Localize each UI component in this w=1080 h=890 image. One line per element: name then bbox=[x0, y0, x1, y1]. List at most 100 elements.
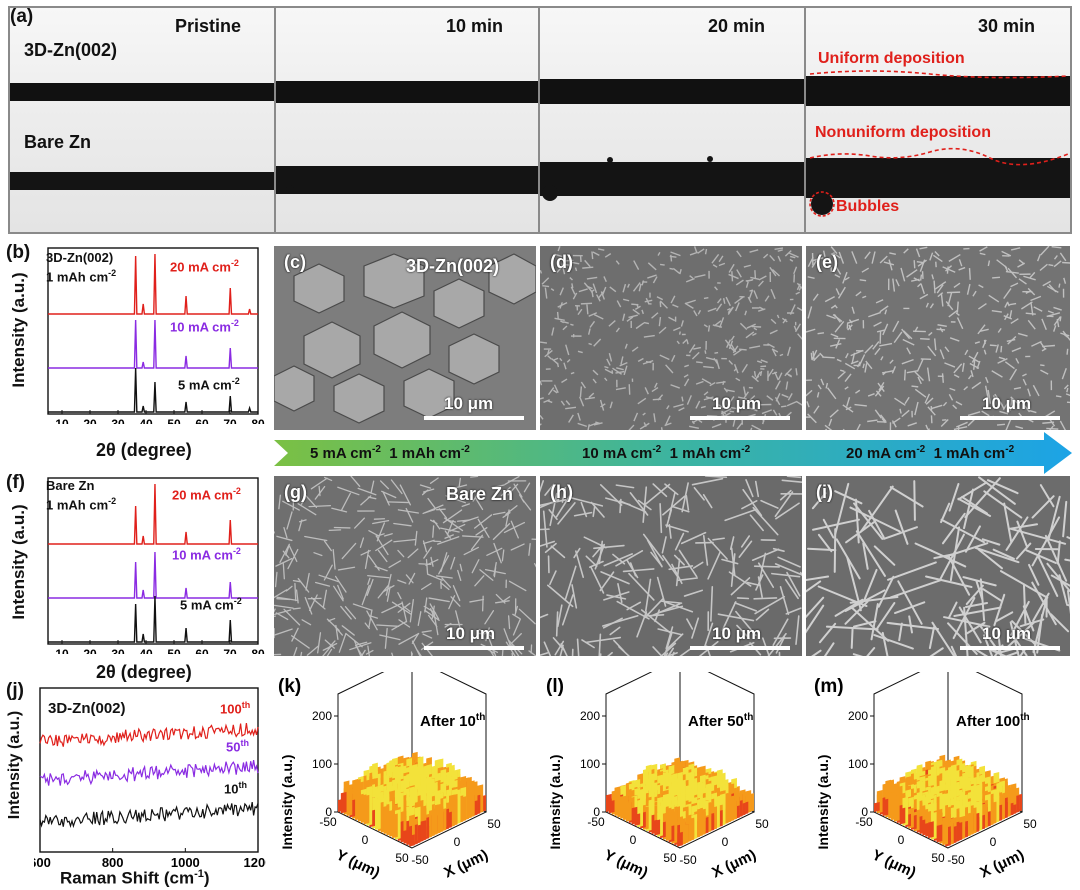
raman-plot-frame bbox=[39, 687, 259, 853]
scale-bar-d bbox=[690, 416, 790, 420]
xrd-f-sample: Bare Zn bbox=[46, 478, 95, 493]
map-ytick-label: 0 bbox=[630, 833, 637, 847]
map-ylabel: Y (μm) bbox=[601, 846, 650, 881]
map-title: After 10th bbox=[420, 712, 485, 730]
xrd-series-line bbox=[48, 319, 258, 369]
xrd-series-line bbox=[48, 483, 258, 545]
xrd-xtick-label: 10 bbox=[55, 647, 69, 654]
map3d-l: 0 100 200 Intensity (a.u.) -50 -50 0 0 50 50 Y (μm… bbox=[540, 657, 810, 886]
xrd-xtick-label: 20 bbox=[83, 647, 97, 654]
map-zlabel: Intensity (a.u.) bbox=[547, 755, 563, 850]
raman-xtick-label: 600 bbox=[34, 855, 51, 868]
xrd-chart-f: 10 20 30 40 50 60 70 80 bbox=[47, 477, 265, 654]
map-xtick-label: -50 bbox=[411, 853, 429, 867]
map3d-m: 0 100 200 Intensity (a.u.) -50 -50 0 0 50 50 Y (μm… bbox=[808, 657, 1078, 886]
map-ztick-label: 100 bbox=[312, 757, 332, 771]
raman-series-line bbox=[39, 723, 259, 747]
map-ztick-label: 0 bbox=[861, 805, 868, 819]
map-xtick-label: 0 bbox=[990, 835, 997, 849]
xrd-series-line bbox=[48, 595, 258, 643]
sem-i-label: (i) bbox=[816, 482, 833, 502]
xrd-xtick-label: 80 bbox=[251, 647, 265, 654]
sem-g-label: (g) bbox=[284, 482, 307, 502]
time-label-20min: 20 min bbox=[708, 16, 766, 36]
map-xlabel: X (μm) bbox=[977, 846, 1026, 881]
ylabel-b: Intensity (a.u.) bbox=[9, 272, 28, 388]
sem-image-e: (e) 10 μm bbox=[806, 246, 1070, 430]
xrd-f-xlabel: 2θ (degree) bbox=[96, 662, 192, 682]
rate-arrow bbox=[274, 432, 1072, 474]
scale-text-c: 10 μm bbox=[444, 394, 494, 413]
raman-chart: 600 800 1000 1200 bbox=[34, 687, 266, 868]
map-ytick-label: -50 bbox=[855, 815, 873, 829]
scale-bar-i bbox=[960, 646, 1060, 650]
raman-xtick-label: 1200 bbox=[244, 855, 266, 868]
arrow-label-20: 20 mA cm-2 1 mAh cm-2 bbox=[846, 444, 1015, 462]
scale-text-i: 10 μm bbox=[982, 624, 1032, 643]
arrow-label-5: 5 mA cm-2 1 mAh cm-2 bbox=[310, 444, 470, 462]
map-ztick-label: 100 bbox=[848, 757, 868, 771]
time-label-pristine: Pristine bbox=[175, 16, 242, 36]
row-label-bare-zn: Bare Zn bbox=[24, 132, 92, 152]
raman-series-line bbox=[39, 801, 259, 829]
xrd-xtick-label: 50 bbox=[167, 647, 181, 654]
xrd-xtick-label: 60 bbox=[195, 417, 209, 424]
xrd-xtick-label: 40 bbox=[139, 417, 153, 424]
map3d-k: 0 100 200 Intensity (a.u.) -50 -50 0 0 50 50 Y (μm… bbox=[272, 657, 542, 886]
xrd-series-line bbox=[48, 551, 258, 599]
map-ytick-label: -50 bbox=[319, 815, 337, 829]
map-title: After 100th bbox=[956, 712, 1030, 730]
panel-a-label: (a) bbox=[10, 6, 34, 27]
sem-image-g: (g) Bare Zn 10 μm bbox=[274, 476, 536, 656]
map-xtick-label: 50 bbox=[755, 817, 769, 831]
ylabel-j: Intensity (a.u.) bbox=[6, 710, 23, 820]
raman-series-100: 100th bbox=[220, 700, 251, 717]
map-xtick-label: -50 bbox=[947, 853, 965, 867]
xrd-b-series-20: 20 mA cm-2 bbox=[170, 258, 239, 275]
map-ztick-label: 0 bbox=[325, 805, 332, 819]
map-zlabel: Intensity (a.u.) bbox=[279, 755, 295, 850]
raman-series-line bbox=[39, 760, 259, 786]
map-panel-label: (l) bbox=[546, 676, 564, 697]
scale-bar-e bbox=[960, 416, 1060, 420]
scale-text-h: 10 μm bbox=[712, 624, 762, 643]
map-ztick-label: 0 bbox=[593, 805, 600, 819]
map-xtick-label: 0 bbox=[454, 835, 461, 849]
map-xlabel: X (μm) bbox=[441, 846, 490, 881]
map-ytick-label: 50 bbox=[395, 851, 409, 865]
time-label-10min: 10 min bbox=[446, 16, 504, 36]
map-surface-cell bbox=[606, 793, 612, 812]
time-label-30min: 30 min bbox=[978, 16, 1036, 36]
sem-e-label: (e) bbox=[816, 252, 838, 272]
xrd-xtick-label: 40 bbox=[139, 647, 153, 654]
map-ytick-label: 50 bbox=[663, 851, 677, 865]
map-ytick-label: 0 bbox=[362, 833, 369, 847]
raman-sample: 3D-Zn(002) bbox=[48, 700, 126, 717]
map-panel-label: (m) bbox=[814, 676, 844, 697]
xrd-f-series-20: 20 mA cm-2 bbox=[172, 486, 241, 503]
xrd-xtick-label: 80 bbox=[251, 417, 265, 424]
map-xtick-label: -50 bbox=[679, 853, 697, 867]
map-xtick-label: 50 bbox=[1023, 817, 1037, 831]
sem-g-title: Bare Zn bbox=[446, 484, 514, 504]
raman-xtick-label: 1000 bbox=[171, 855, 200, 868]
row-label-3d-zn: 3D-Zn(002) bbox=[24, 40, 118, 60]
ylabel-f: Intensity (a.u.) bbox=[9, 504, 28, 620]
map-xtick-label: 0 bbox=[722, 835, 729, 849]
raman-xlabel: Raman Shift (cm-1) bbox=[60, 868, 210, 888]
xrd-f-series-10: 10 mA cm-2 bbox=[172, 546, 241, 563]
map-ztick-label: 200 bbox=[312, 709, 332, 723]
sem-c-title: 3D-Zn(002) bbox=[406, 256, 500, 276]
xrd-b-series-10: 10 mA cm-2 bbox=[170, 318, 239, 335]
map-title: After 50th bbox=[688, 712, 753, 730]
map-title-sup: th bbox=[744, 712, 753, 723]
map-surface-cell bbox=[338, 798, 344, 812]
map-ztick-label: 200 bbox=[580, 709, 600, 723]
raman-xtick-label: 800 bbox=[102, 855, 124, 868]
xrd-series-line bbox=[48, 367, 258, 413]
map-ytick-label: 0 bbox=[898, 833, 905, 847]
sem-d-label: (d) bbox=[550, 252, 573, 272]
